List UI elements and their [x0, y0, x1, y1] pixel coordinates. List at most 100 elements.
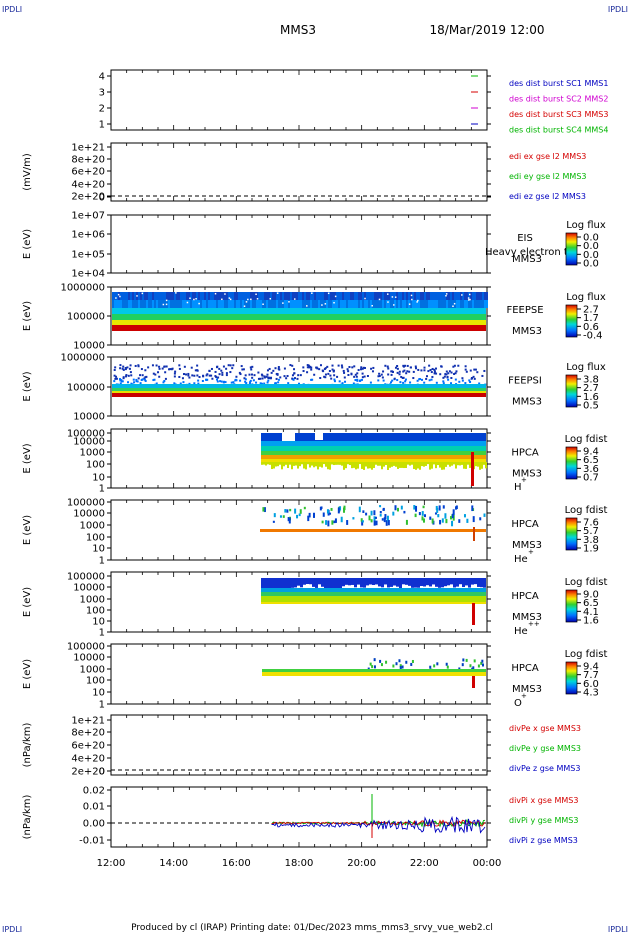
spectrogram-cell	[299, 462, 301, 467]
spectrogram-speck	[215, 378, 218, 381]
spectrogram-speck	[312, 512, 315, 518]
spectrogram-cell	[396, 578, 399, 587]
spectrogram-speck	[324, 376, 327, 379]
spectrogram-speck	[168, 368, 171, 371]
spectrogram-speck	[262, 507, 265, 512]
spectrogram-speck	[370, 510, 373, 516]
spectrogram-cell	[116, 300, 118, 308]
spectrogram-speck	[151, 364, 154, 367]
spectrogram-cell	[468, 578, 471, 588]
time-tick-label: 16:00	[222, 858, 251, 869]
spectrogram-speck	[319, 506, 322, 511]
spectrogram-cell	[320, 292, 322, 300]
spectrogram-cell	[140, 292, 142, 300]
spectrogram-speck	[402, 381, 405, 384]
spectrogram-speck	[158, 375, 161, 378]
spectrogram-cell	[383, 462, 385, 467]
spectrogram-cell	[366, 578, 369, 586]
spectrogram-speck	[251, 365, 254, 368]
spectrogram-cell	[424, 292, 426, 300]
colorbar	[565, 304, 578, 338]
spectrogram-band	[261, 596, 486, 602]
spectrogram-cell	[471, 578, 474, 585]
spectrogram-cell	[242, 292, 244, 300]
spectrogram-speck	[387, 373, 390, 376]
spectrogram-speck	[268, 367, 271, 370]
spectrogram-speck	[444, 373, 447, 376]
spectrogram-speck	[154, 373, 157, 376]
spectrogram-speck	[293, 377, 296, 380]
instrument-label: FEEPSI	[508, 376, 542, 387]
spectrogram-cell	[290, 300, 292, 308]
spectrogram-speck	[195, 298, 197, 300]
spectrogram-speck	[462, 658, 465, 662]
spectrogram-speck	[119, 364, 122, 367]
spectrogram-speck	[370, 519, 373, 523]
spectrogram-speck	[127, 374, 130, 377]
spectrogram-cell	[166, 292, 168, 300]
spectrogram-cell	[305, 462, 307, 470]
spectrogram-speck	[331, 520, 334, 525]
spectrogram-speck	[274, 382, 277, 385]
spectrogram-cell	[312, 300, 314, 308]
spectrogram-speck	[378, 372, 381, 375]
panel-burst: 4 3 2 1 des dist burst SC1 MMS1 des dist burs…	[99, 69, 608, 135]
spectrogram-cell	[286, 300, 288, 308]
spectrogram-speck	[119, 367, 122, 370]
spectrogram-speck	[145, 375, 148, 378]
spectrogram-speck	[333, 378, 336, 381]
colorbar-tick-label: 0.6	[583, 322, 599, 333]
y-tick-label: 10	[92, 688, 105, 699]
spectrogram-speck	[439, 519, 442, 525]
spectrogram-cell	[434, 300, 436, 308]
spectrogram-speck	[355, 375, 358, 378]
colorbar-tick-label: 4.3	[583, 688, 599, 699]
spectrogram-cell	[200, 292, 202, 300]
spectrogram-cell	[328, 292, 330, 300]
instrument-label: HPCA	[511, 519, 539, 530]
spectrogram-speck	[336, 375, 339, 378]
y-tick-label: 2	[99, 104, 105, 115]
spectrogram-cell	[411, 462, 413, 465]
y-tick-label: 100000	[67, 498, 105, 509]
spectrogram-speck	[266, 381, 269, 384]
spectrogram-cell	[448, 300, 450, 308]
y-tick-label: 1	[99, 628, 105, 639]
spectrogram-cell	[248, 300, 250, 308]
spectrogram-speck	[310, 368, 313, 371]
y-tick-label: 0	[99, 767, 105, 778]
spectrogram-cell	[114, 300, 116, 308]
spectrogram-speck	[249, 379, 252, 382]
spectrogram-speck	[221, 373, 224, 376]
spectrogram-cell	[302, 292, 304, 300]
spectrogram-cell	[271, 462, 273, 470]
spectrogram-cell	[266, 300, 268, 308]
spectrogram-cell	[425, 462, 427, 466]
spectrogram-speck	[424, 514, 427, 518]
y-tick-label: 100000	[67, 572, 105, 583]
spectrogram-cell	[348, 292, 350, 300]
legend-entry: divPi x gse MMS3	[509, 796, 578, 805]
spectrogram-speck	[122, 365, 125, 368]
spectrogram-speck	[393, 304, 395, 306]
spectrogram-cell	[287, 462, 289, 469]
spectrogram-cell	[354, 300, 356, 308]
spectrogram-speck	[303, 506, 306, 510]
instrument-label: EIS	[517, 233, 533, 244]
spectrogram-speck	[445, 370, 448, 373]
spectrogram-speck	[143, 377, 146, 380]
spectrogram-speck	[356, 378, 359, 381]
spectrogram-cell	[406, 300, 408, 308]
y-tick-label: 100	[86, 606, 105, 617]
spectrogram-cell	[419, 462, 421, 470]
legend-entry: edi ey gse l2 MMS3	[509, 172, 587, 181]
panel-frame	[110, 214, 488, 274]
spectrogram-cell	[441, 578, 444, 588]
spectrogram-speck	[379, 511, 382, 514]
legend-entry: divPi z gse MMS3	[509, 836, 578, 845]
spectrogram-speck	[137, 377, 140, 380]
legend-entry: edi ex gse l2 MMS3	[509, 152, 586, 161]
spectrogram-cell	[422, 292, 424, 300]
spectrogram-cell	[459, 462, 461, 466]
